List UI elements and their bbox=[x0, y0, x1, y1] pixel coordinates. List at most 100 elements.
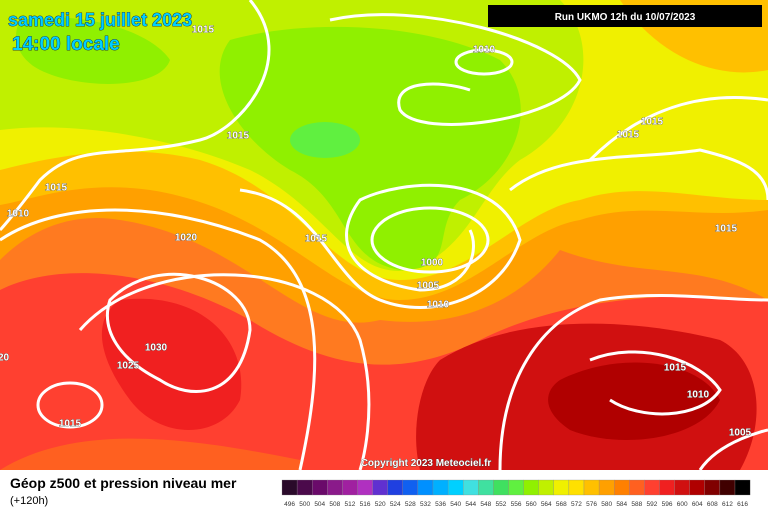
scale-swatch bbox=[568, 479, 585, 496]
isobar-line bbox=[329, 13, 582, 126]
scale-swatch bbox=[719, 479, 736, 496]
isobar-line bbox=[0, 208, 317, 471]
isobar-line bbox=[589, 350, 722, 416]
isobar-line bbox=[78, 273, 371, 471]
color-scale: 496 500 504 508 512 516 520 524 528 532 536 540 544 5… bbox=[281, 479, 751, 508]
scale-label: 504 bbox=[314, 501, 325, 508]
scale-label: 612 bbox=[722, 501, 733, 508]
scale-label: 508 bbox=[329, 501, 340, 508]
copyright: Copyright 2023 Meteociel.fr bbox=[361, 458, 492, 469]
scale-swatch bbox=[644, 479, 660, 496]
scale-label: 568 bbox=[556, 501, 567, 508]
scale-label: 516 bbox=[360, 501, 371, 508]
isobar-label: 1020 bbox=[175, 233, 198, 244]
isobar-label: 1015 bbox=[715, 224, 738, 235]
isobar-labels: 1015 1010 1015 1015 1015 1015 1010 1020 1015 1015… bbox=[0, 24, 752, 439]
scale-label: 524 bbox=[390, 501, 401, 508]
scale-label: 548 bbox=[480, 501, 491, 508]
isobars bbox=[0, 0, 768, 471]
isobar-label: 1015 bbox=[192, 25, 215, 36]
scale-label: 592 bbox=[647, 501, 658, 508]
scale-label: 500 bbox=[299, 501, 310, 508]
field-green-west bbox=[16, 17, 171, 84]
isobar-line bbox=[0, 0, 271, 232]
run-box bbox=[488, 5, 762, 27]
isobar-label: 1015 bbox=[664, 363, 687, 374]
isobar-label: 1015 bbox=[59, 419, 82, 430]
field-south bbox=[0, 438, 300, 470]
scale-swatch bbox=[659, 479, 675, 496]
isobar-label: 1010 bbox=[473, 45, 496, 56]
scale-swatch bbox=[598, 479, 615, 496]
scale-swatch bbox=[704, 479, 721, 496]
scale-swatch bbox=[312, 479, 328, 496]
scale-swatch bbox=[463, 479, 479, 496]
scale-label: 556 bbox=[511, 501, 522, 508]
isobar-label: 1010 bbox=[427, 300, 450, 311]
isobar-label: 1015 bbox=[227, 131, 250, 142]
scale-swatch bbox=[734, 479, 751, 496]
scale-swatch bbox=[402, 479, 419, 496]
field-green-iceland bbox=[290, 122, 360, 158]
scale-swatch bbox=[417, 479, 434, 496]
field-red-high bbox=[101, 298, 242, 430]
scale-swatch bbox=[478, 479, 494, 496]
scale-label: 564 bbox=[541, 501, 552, 508]
scale-swatch bbox=[508, 479, 524, 496]
isobar-line bbox=[239, 183, 522, 309]
scale-swatch bbox=[553, 479, 570, 496]
scale-swatch bbox=[432, 479, 449, 496]
scale-label: 560 bbox=[526, 501, 537, 508]
scale-label: 616 bbox=[737, 501, 748, 508]
scale-swatch bbox=[342, 479, 358, 496]
scale-swatch bbox=[674, 479, 690, 496]
scale-label: 544 bbox=[465, 501, 476, 508]
isobar-label: 1000 bbox=[421, 258, 444, 269]
scale-label: 512 bbox=[345, 501, 356, 508]
isobar-line bbox=[454, 48, 514, 76]
isobar-line bbox=[105, 272, 252, 393]
scale-swatch bbox=[538, 479, 554, 496]
scale-label: 528 bbox=[405, 501, 416, 508]
scale-swatch bbox=[387, 479, 403, 496]
scale-label: 532 bbox=[420, 501, 431, 508]
isobar-label: 1030 bbox=[145, 343, 168, 354]
isobar-line bbox=[370, 206, 490, 274]
scale-swatch bbox=[357, 479, 373, 496]
isobar-line bbox=[509, 148, 768, 201]
scale-label: 536 bbox=[435, 501, 446, 508]
map-date: samedi 15 juillet 2023 bbox=[8, 10, 192, 30]
isobar-label: 1005 bbox=[417, 281, 440, 292]
scale-label: 596 bbox=[662, 501, 673, 508]
scale-swatch bbox=[447, 479, 464, 496]
scale-swatch bbox=[523, 479, 539, 496]
scale-label: 520 bbox=[375, 501, 386, 508]
run-info: Run UKMO 12h du 10/07/2023 bbox=[555, 12, 696, 23]
isobar-label: 1020 bbox=[0, 353, 10, 364]
scale-swatch bbox=[629, 479, 645, 496]
scale-swatch bbox=[327, 479, 343, 496]
scale-label: 496 bbox=[284, 501, 295, 508]
scale-label: 600 bbox=[677, 501, 688, 508]
isobar-label: 1005 bbox=[729, 428, 752, 439]
isobar-label: 1015 bbox=[641, 117, 664, 128]
scale-label: 584 bbox=[616, 501, 627, 508]
scale-swatch bbox=[296, 479, 313, 496]
field-darkest-red bbox=[548, 362, 720, 440]
scale-label: 576 bbox=[586, 501, 597, 508]
scale-swatch bbox=[372, 479, 388, 496]
isobar-label: 1010 bbox=[687, 390, 710, 401]
scale-label: 540 bbox=[450, 501, 461, 508]
scale-swatch bbox=[689, 479, 705, 496]
scale-label: 588 bbox=[631, 501, 642, 508]
isobar-label: 1015 bbox=[45, 183, 68, 194]
map-time: 14:00 locale bbox=[12, 34, 120, 55]
lead-time: (+120h) bbox=[10, 495, 48, 507]
scale-swatch bbox=[281, 479, 298, 496]
scale-label: 572 bbox=[571, 501, 582, 508]
scale-label: 604 bbox=[692, 501, 703, 508]
isobar-line bbox=[698, 428, 768, 471]
scale-label: 580 bbox=[601, 501, 612, 508]
isobar-label: 1025 bbox=[117, 361, 140, 372]
scale-swatch bbox=[614, 479, 630, 496]
